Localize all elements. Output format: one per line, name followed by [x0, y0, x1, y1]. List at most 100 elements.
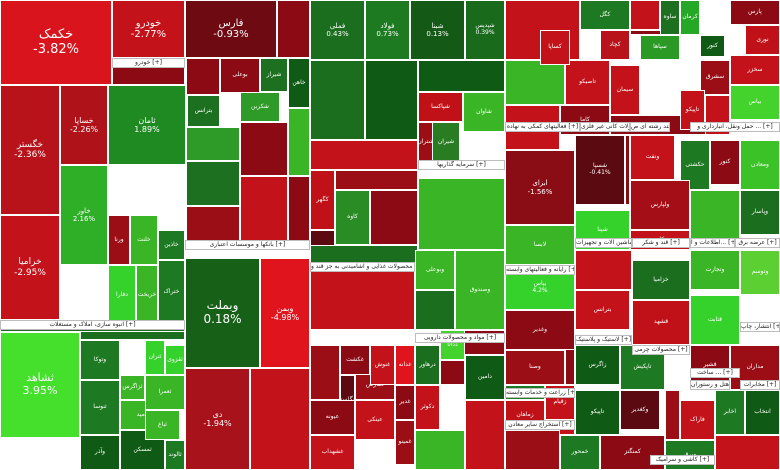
- stock-tile[interactable]: انتخاب: [745, 390, 780, 435]
- stock-tile[interactable]: فارس -0.93%: [185, 0, 277, 58]
- stock-tile[interactable]: شپدیس 0.39%: [465, 0, 505, 60]
- sector-header[interactable]: استخراج سایر معادن [+]: [505, 420, 575, 430]
- stock-tile[interactable]: ثتران: [145, 340, 165, 375]
- stock-tile[interactable]: خاهن: [288, 58, 310, 108]
- stock-tile[interactable]: سیمان: [610, 65, 640, 115]
- stock-tile[interactable]: درهاور: [415, 345, 440, 385]
- stock-tile[interactable]: کساپا: [540, 30, 570, 65]
- stock-tile[interactable]: غمینو: [395, 420, 415, 465]
- sector-header[interactable]: هتل و رستوران [+]: [690, 380, 730, 390]
- sector-header[interactable]: خودرو [+]: [112, 58, 185, 68]
- sector-header[interactable]: قند و شکر [+]: [632, 238, 690, 248]
- stock-tile[interactable]: ثنوسا: [80, 380, 120, 435]
- stock-tile[interactable]: ثقزوی: [165, 345, 185, 375]
- stock-tile[interactable]: وآذر: [80, 435, 120, 470]
- stock-tile[interactable]: بترانس: [187, 95, 220, 127]
- stock-tile[interactable]: عینکی: [355, 400, 395, 440]
- sector-header[interactable]: محصولات چرمی [+]: [632, 345, 690, 355]
- sector-header[interactable]: زراعت و خدمات وابسته [+]: [505, 388, 575, 398]
- stock-tile[interactable]: شیراز: [260, 58, 288, 92]
- stock-tile[interactable]: فولاد 0.73%: [365, 0, 410, 60]
- sector-header[interactable]: مخابرات [+]: [740, 380, 780, 390]
- stock-tile[interactable]: وتوکا: [80, 340, 120, 380]
- stock-tile[interactable]: وبمن -4.98%: [260, 258, 310, 368]
- stock-tile[interactable]: غشهداب: [310, 435, 355, 470]
- stock-tile[interactable]: وغدیر: [505, 310, 575, 350]
- sector-header[interactable]: رایانه و فعالیتهای وابسته [+]: [505, 265, 575, 275]
- stock-tile[interactable]: دامین: [465, 355, 505, 400]
- stock-tile[interactable]: وکغدیر: [620, 390, 660, 430]
- stock-tile[interactable]: دفارا: [108, 265, 136, 325]
- stock-tile[interactable]: خلنت: [130, 215, 158, 265]
- stock-tile[interactable]: غنوش: [370, 345, 395, 385]
- sector-header[interactable]: حمل ونقل، انبارداری و ... [+]: [690, 122, 780, 132]
- stock-tile[interactable]: خگستر -2.36%: [0, 85, 60, 215]
- sector-header[interactable]: لاستیک و پلاستیک [+]: [575, 335, 632, 345]
- sector-header[interactable]: چند رشته ای ص... [+]: [630, 122, 670, 132]
- stock-tile[interactable]: کنور: [710, 140, 740, 185]
- stock-tile[interactable]: کاوه: [335, 190, 370, 245]
- stock-tile[interactable]: عیونه: [310, 400, 355, 435]
- stock-tile[interactable]: دکوثر: [415, 385, 440, 430]
- stock-tile[interactable]: وبملت 0.18%: [185, 258, 260, 368]
- stock-tile[interactable]: خساپا -2.26%: [60, 85, 108, 165]
- stock-tile[interactable]: ولپارس: [630, 180, 690, 230]
- stock-tile[interactable]: وپاسار: [740, 190, 780, 235]
- stock-tile[interactable]: نوری: [745, 25, 780, 55]
- stock-tile[interactable]: قثابت: [690, 295, 740, 345]
- stock-tile[interactable]: وصنا: [505, 350, 565, 385]
- stock-tile[interactable]: ابزای -1.56%: [505, 150, 575, 225]
- stock-tile[interactable]: پارس: [730, 0, 780, 25]
- stock-tile[interactable]: وتجارت: [690, 250, 740, 290]
- stock-tile[interactable]: بیاس: [730, 85, 780, 120]
- stock-tile[interactable]: وبوعلی: [415, 250, 455, 290]
- stock-tile[interactable]: شتران: [418, 122, 433, 162]
- stock-tile[interactable]: سشرق: [700, 60, 730, 95]
- stock-tile[interactable]: سخزر: [730, 55, 780, 85]
- stock-tile[interactable]: ثباغ: [145, 410, 180, 440]
- stock-tile[interactable]: شبنا 0.13%: [410, 0, 465, 60]
- stock-tile[interactable]: کگهر: [310, 170, 335, 230]
- stock-tile[interactable]: خرامیا -2.95%: [0, 215, 60, 320]
- stock-tile[interactable]: ثعمرا: [145, 375, 185, 410]
- sector-header[interactable]: اطلاعات و ا... [+]: [690, 238, 735, 248]
- sector-header[interactable]: سرمایه گذاریها [+]: [418, 160, 505, 170]
- stock-tile[interactable]: ونفت: [630, 135, 675, 180]
- stock-tile[interactable]: زاگرس: [575, 345, 620, 385]
- stock-tile[interactable]: لابسا: [505, 225, 575, 265]
- sector-header[interactable]: محصولات غذایی و آشامیدنی به جز قند و ...…: [310, 262, 415, 272]
- sector-header[interactable]: ساخت ... [+]: [690, 368, 740, 378]
- stock-tile[interactable]: خاور 2.16%: [60, 165, 108, 265]
- stock-tile[interactable]: شپاکسا: [418, 92, 463, 122]
- stock-tile[interactable]: دی -1.94%: [185, 368, 250, 470]
- stock-tile[interactable]: تاپیکو: [575, 390, 620, 435]
- stock-tile[interactable]: ثشاهد 3.95%: [0, 332, 80, 438]
- stock-tile[interactable]: ختراک: [158, 260, 185, 325]
- stock-tile[interactable]: شسپا -0.41%: [575, 135, 625, 205]
- stock-tile[interactable]: ساوه: [660, 0, 680, 35]
- stock-tile[interactable]: خمحور: [560, 435, 600, 470]
- stock-tile[interactable]: خاذین: [158, 230, 185, 260]
- stock-tile[interactable]: غدیر: [395, 385, 415, 420]
- stock-tile[interactable]: کچاد: [600, 30, 630, 60]
- stock-tile[interactable]: ثامان 1.89%: [108, 85, 186, 165]
- sector-header[interactable]: انتشار، چاپ [+]: [740, 322, 780, 332]
- sector-header[interactable]: بانکها و موسسات اعتباری [+]: [185, 240, 310, 250]
- stock-tile[interactable]: ورنا: [108, 215, 130, 265]
- stock-tile[interactable]: اخابر: [715, 390, 745, 435]
- stock-tile[interactable]: کرمان: [680, 0, 700, 35]
- stock-tile[interactable]: شکربن: [240, 92, 280, 122]
- stock-tile[interactable]: فملی 0.43%: [310, 0, 365, 60]
- sector-header[interactable]: فعالیتهای کمکی به نهاده [+]: [505, 122, 580, 132]
- stock-tile[interactable]: ثزاگرس: [120, 375, 145, 400]
- stock-tile[interactable]: ثالوند: [165, 440, 185, 470]
- stock-tile[interactable]: خکمک -3.82%: [0, 0, 112, 85]
- stock-tile[interactable]: فاراک: [680, 400, 715, 440]
- sector-header[interactable]: انبوه سازی، املاک و مستغلات [+]: [0, 320, 185, 330]
- sector-header[interactable]: کاشی و سرامیک [+]: [650, 455, 715, 465]
- stock-tile[interactable]: غدانه: [395, 345, 415, 385]
- stock-tile[interactable]: ثمسکن: [120, 430, 165, 470]
- stock-tile[interactable]: قشیر: [690, 345, 730, 385]
- stock-tile[interactable]: شاوان: [463, 92, 505, 132]
- stock-tile[interactable]: غکشت: [340, 345, 370, 375]
